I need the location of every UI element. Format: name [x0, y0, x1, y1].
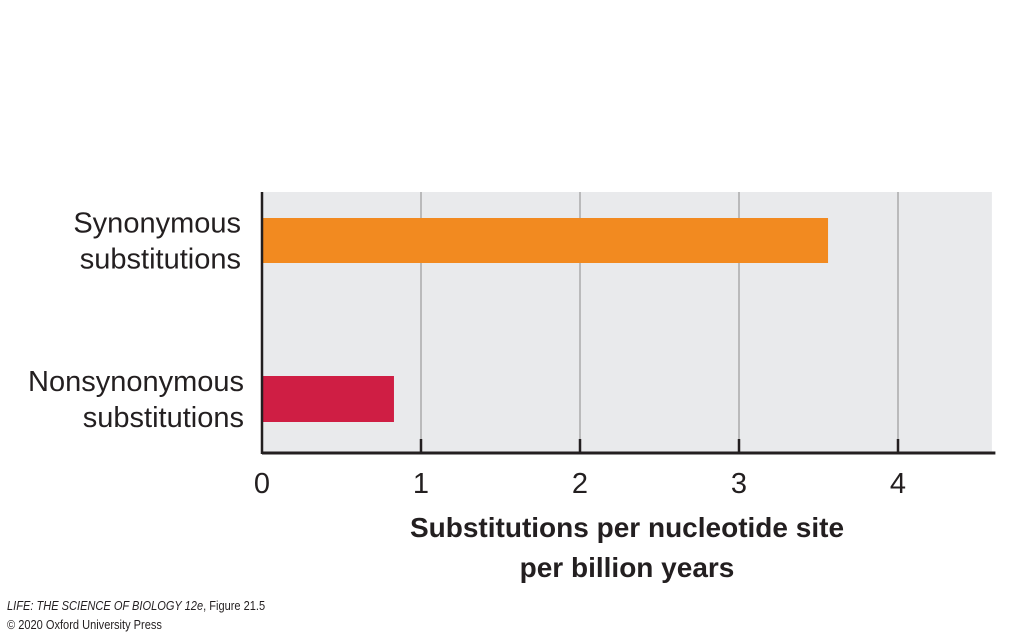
x-tick-label-4: 4	[890, 468, 906, 500]
bar-synonymous	[262, 218, 829, 263]
x-tick-label-0: 0	[254, 468, 270, 500]
x-tick-label-2: 2	[572, 468, 588, 500]
bar-nonsynonymous	[262, 376, 394, 422]
category-label-1-1: substitutions	[83, 402, 244, 434]
x-axis-label-0: Substitutions per nucleotide site	[410, 512, 844, 543]
x-tick-label-1: 1	[413, 468, 429, 500]
copyright: © 2020 Oxford University Press	[7, 617, 162, 632]
x-tick-label-3: 3	[731, 468, 747, 500]
x-axis-label-1: per billion years	[520, 552, 735, 583]
category-label-0-1: substitutions	[80, 244, 241, 276]
figure-credit: LIFE: THE SCIENCE OF BIOLOGY 12e, Figure…	[7, 598, 265, 613]
book-title: LIFE: THE SCIENCE OF BIOLOGY 12e	[7, 598, 204, 613]
category-label-0-0: Synonymous	[73, 208, 241, 240]
category-label-1-0: Nonsynonymous	[28, 366, 244, 398]
figure-number: , Figure 21.5	[203, 598, 266, 613]
